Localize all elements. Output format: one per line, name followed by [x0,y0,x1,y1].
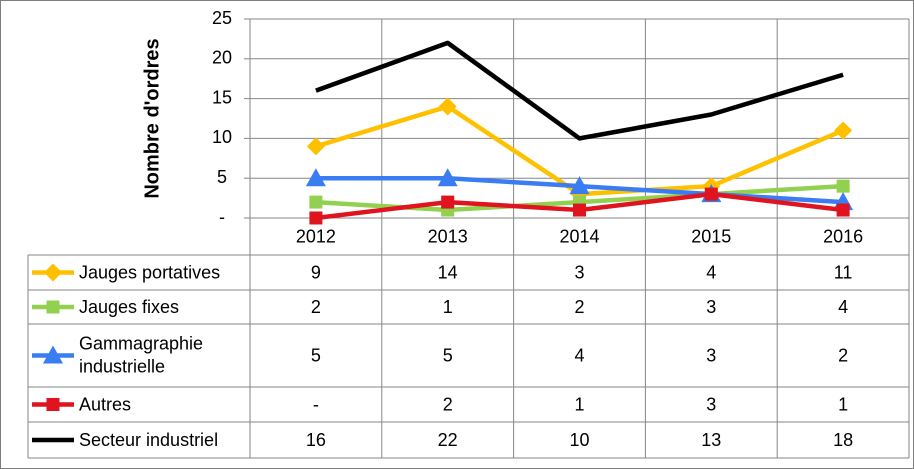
table-cell-value: 5 [311,345,321,365]
table-cell-value: 2 [443,394,453,414]
legend-entry-label: Autres [79,394,131,414]
table-cell-value: 4 [574,345,584,365]
x-category-label: 2013 [428,226,468,246]
data-point-marker [704,187,718,201]
table-cell-value: 14 [438,262,458,282]
table-cell-value: 4 [706,262,716,282]
y-tick-label: 15 [212,87,232,107]
x-category-label: 2012 [296,226,336,246]
data-point-marker [836,179,850,193]
legend-key-marker [44,263,62,282]
legend-entry-label: Jauges fixes [79,297,179,317]
table-cell-value: 4 [838,297,848,317]
legend-key-marker [46,398,60,411]
data-point-marker [306,137,325,156]
y-axis-label: Nombre d'ordres [141,38,163,198]
series-line-4 [315,40,844,141]
legend-entry-label: industrielle [79,356,165,376]
table-cell-value: 3 [706,345,716,365]
table-cell-value: 2 [838,345,848,365]
x-category-label: 2014 [559,226,599,246]
data-point-marker [437,168,458,187]
x-category-label: 2015 [691,226,731,246]
table-cell-value: 18 [833,430,853,450]
data-point-marker [834,121,853,140]
table-cell-value: 10 [569,430,589,450]
data-point-marker [438,97,457,116]
legend-key-marker [43,345,63,364]
table-cell-value: 9 [311,262,321,282]
table-cell-value: 13 [701,430,721,450]
data-point-marker [836,203,850,217]
data-point-marker [441,195,455,209]
legend-entry-label: Gammagraphie [79,333,203,353]
data-point-marker [305,168,326,187]
legend-key-marker [46,300,60,314]
table-cell-value: 1 [443,297,453,317]
y-tick-label: 20 [212,48,232,68]
table-cell-value: 22 [438,430,458,450]
data-point-marker [573,203,586,217]
data-point-marker [309,195,323,209]
table-cell-value: 2 [574,297,584,317]
y-tick-label: 10 [212,127,232,147]
table-cell-value: 2 [311,297,321,317]
y-tick-label: - [219,207,225,227]
table-cell-value: - [313,394,319,414]
y-tick-label: 25 [212,8,232,28]
table-cell-value: 11 [834,262,853,282]
table-cell-value: 3 [706,297,716,317]
data-point-marker [309,211,323,225]
y-tick-label: 5 [217,167,227,187]
legend-entry-label: Secteur industriel [79,430,218,450]
table-cell-value: 16 [306,430,326,450]
data-point-marker [569,176,590,195]
legend-entry-label: Jauges portatives [79,262,220,282]
table-cell-value: 3 [574,262,584,282]
table-cell-value: 5 [443,345,453,365]
table-cell-value: 3 [706,394,716,414]
x-category-label: 2016 [823,226,863,246]
table-cell-value: 1 [838,394,848,414]
table-cell-value: 1 [574,394,584,414]
